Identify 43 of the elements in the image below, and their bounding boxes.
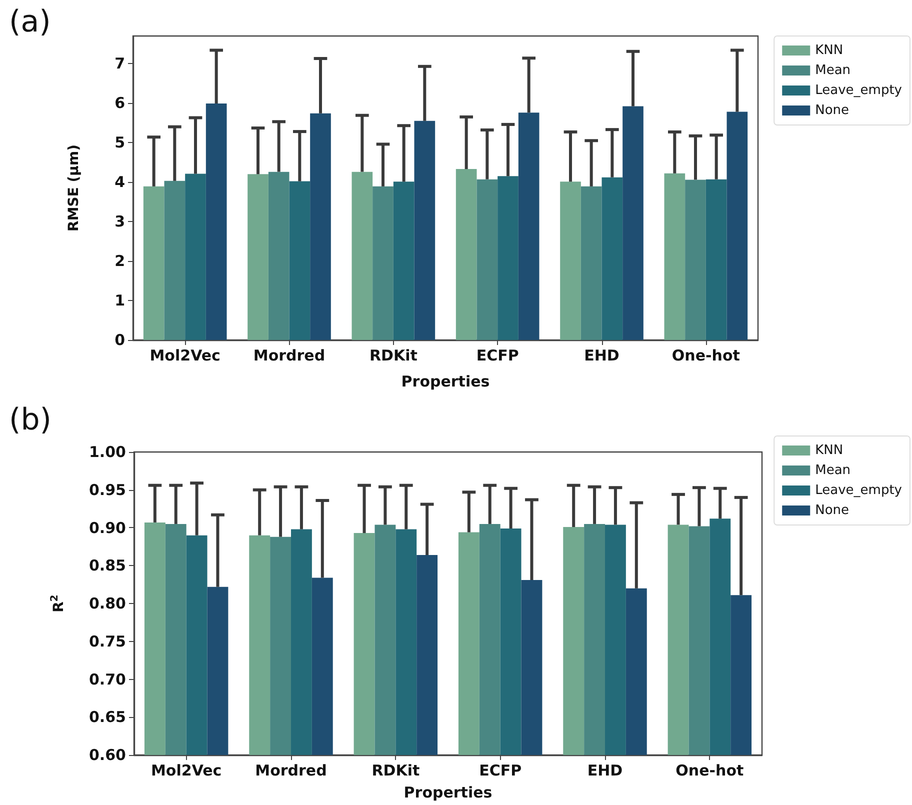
y-tick-label: 3 — [114, 212, 125, 231]
legend-label: Mean — [815, 463, 851, 478]
y-tick-label: 6 — [114, 94, 125, 112]
x-tick-label: EHD — [587, 762, 623, 780]
x-tick-label: Mordred — [255, 762, 327, 780]
y-tick-label: 0.70 — [88, 670, 126, 688]
x-tick-label: RDKit — [369, 346, 418, 364]
y-tick-label: 0.90 — [88, 518, 126, 537]
y-axis-title: R2 — [50, 594, 67, 612]
legend-label: KNN — [815, 43, 844, 58]
legend-label: None — [815, 503, 850, 518]
y-tick-label: 0.65 — [88, 708, 126, 726]
y-tick-label: 0 — [114, 331, 125, 349]
x-tick-label: EHD — [584, 346, 620, 364]
chart-title: (b) — [9, 402, 52, 438]
y-tick-label: 0.60 — [88, 746, 126, 764]
legend-label: None — [815, 103, 850, 118]
y-tick-label: 1.00 — [88, 443, 126, 461]
y-tick-label: 0.95 — [88, 480, 126, 499]
x-axis-title: Properties — [401, 372, 490, 390]
x-tick-label: ECFP — [479, 762, 522, 780]
legend-label: KNN — [815, 443, 844, 458]
legend-label: Leave_empty — [815, 83, 902, 98]
x-tick-label: One-hot — [676, 762, 744, 780]
x-tick-label: Mordred — [253, 346, 326, 364]
x-tick-label: One-hot — [672, 346, 740, 364]
x-tick-label: Mol2Vec — [150, 346, 220, 364]
chart-title: (a) — [9, 4, 51, 40]
legend-label: Mean — [815, 63, 851, 78]
x-tick-label: ECFP — [476, 346, 519, 364]
y-tick-label: 2 — [114, 252, 125, 270]
y-tick-label: 0.75 — [88, 632, 126, 650]
y-tick-label: 1 — [114, 292, 125, 310]
x-tick-label: Mol2Vec — [150, 762, 222, 780]
x-tick-label: RDKit — [372, 762, 420, 780]
y-tick-label: 0.85 — [88, 556, 126, 575]
x-axis-title: Properties — [404, 784, 492, 802]
y-tick-label: 4 — [114, 173, 125, 192]
y-tick-label: 0.80 — [88, 594, 126, 612]
y-axis-title: RMSE (μm) — [66, 144, 82, 232]
y-tick-label: 7 — [114, 54, 125, 73]
y-tick-label: 5 — [114, 134, 125, 152]
legend-label: Leave_empty — [815, 483, 902, 498]
